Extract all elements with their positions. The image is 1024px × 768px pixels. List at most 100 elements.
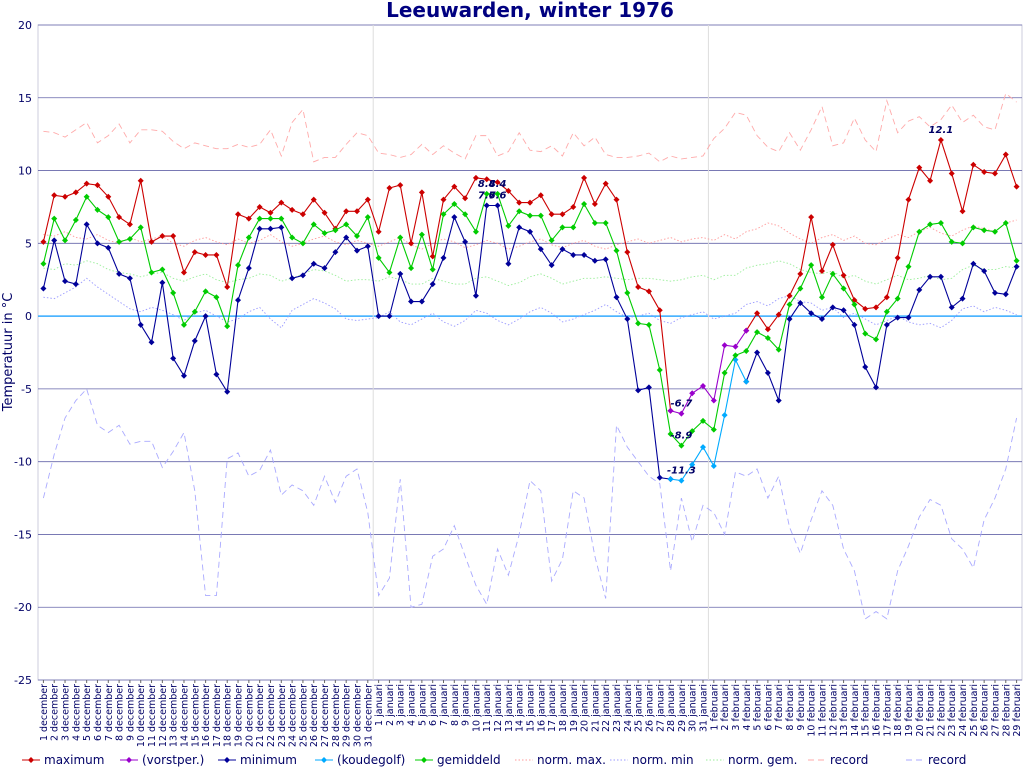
point [883,308,890,315]
point [1013,183,1020,190]
point [159,279,166,286]
point [429,266,436,273]
point [981,169,988,176]
point [548,262,555,269]
point [883,294,890,301]
x-tick-label: 9 februari [796,684,807,731]
point [667,476,674,483]
point [170,233,177,240]
point [1002,151,1009,158]
point [667,431,674,438]
x-tick-label: 10 februari [807,684,818,737]
x-tick-label: 1 december [39,684,50,741]
x-tick-label: 10 januari [471,684,482,732]
point [916,286,923,293]
x-tick-label: 7 januari [439,684,450,726]
value-label: 7.6 [478,190,496,201]
point [267,215,274,222]
x-tick-label: 6 februari [763,684,774,731]
point [267,209,274,216]
x-tick-label: 24 december [288,684,299,747]
x-tick-label: 16 januari [536,684,547,732]
legend-label: norm. gem. [728,753,798,767]
x-tick-label: 25 januari [634,684,645,732]
x-tick-label: 15 januari [526,684,537,732]
point [840,272,847,279]
point [883,321,890,328]
point [775,311,782,318]
x-tick-label: 13 januari [504,684,515,732]
point [862,364,869,371]
point [829,270,836,277]
point [764,369,771,376]
point [786,301,793,308]
x-tick-label: 13 februari [839,684,850,737]
point [548,237,555,244]
x-tick-label: 12 december [158,684,169,747]
x-tick-label: 21 februari [926,684,937,737]
point [94,206,101,213]
point [440,254,447,261]
series-line [43,92,1017,163]
point [894,254,901,261]
point [224,284,231,290]
point [310,221,317,228]
x-tick-label: 29 januari [677,684,688,732]
series-line [42,138,1018,411]
legend-label: norm. min [632,753,694,767]
chart-title: Leeuwarden, winter 1976 [386,0,674,22]
y-axis-label: Temperatuur in °C [1,293,16,413]
point [591,201,598,208]
point [916,164,923,171]
point [159,266,166,273]
point [840,285,847,292]
point [754,349,761,356]
value-label: 8.4 [489,179,507,190]
point [516,199,523,206]
x-tick-label: 31 december [363,684,374,747]
point [267,225,274,232]
point [386,269,393,276]
point [321,209,328,216]
point [191,337,198,344]
x-tick-label: 25 februari [969,684,980,737]
x-tick-label: 2 februari [720,684,731,731]
point [116,270,123,277]
x-tick-label: 4 februari [742,684,753,731]
point [364,196,371,203]
point [991,289,998,296]
point [710,463,717,470]
point [51,215,58,222]
point [581,251,588,258]
legend-label: (vorstper.) [142,753,204,767]
point [256,225,263,232]
point [299,240,306,247]
x-tick-label: 23 februari [947,684,958,737]
point [83,180,90,187]
point [818,294,825,301]
point [797,285,804,292]
series-line [670,358,747,482]
point [353,247,360,254]
value-label: -11.3 [667,466,696,477]
point [894,295,901,302]
x-tick-label: 4 januari [407,684,418,726]
point [159,233,166,240]
point [959,240,966,247]
x-tick-label: 24 januari [623,684,634,732]
point [72,281,79,288]
point [591,219,598,226]
point [137,224,144,231]
point [202,313,209,320]
point [948,304,955,311]
y-tick-label: -5 [21,383,32,396]
point [51,192,58,199]
x-tick-label: 21 december [255,684,266,747]
point [83,193,90,200]
point [375,313,382,320]
x-tick-label: 18 januari [558,684,569,732]
x-tick-label: 18 december [223,684,234,747]
point [991,228,998,235]
x-tick-label: 29 februari [1012,684,1023,737]
